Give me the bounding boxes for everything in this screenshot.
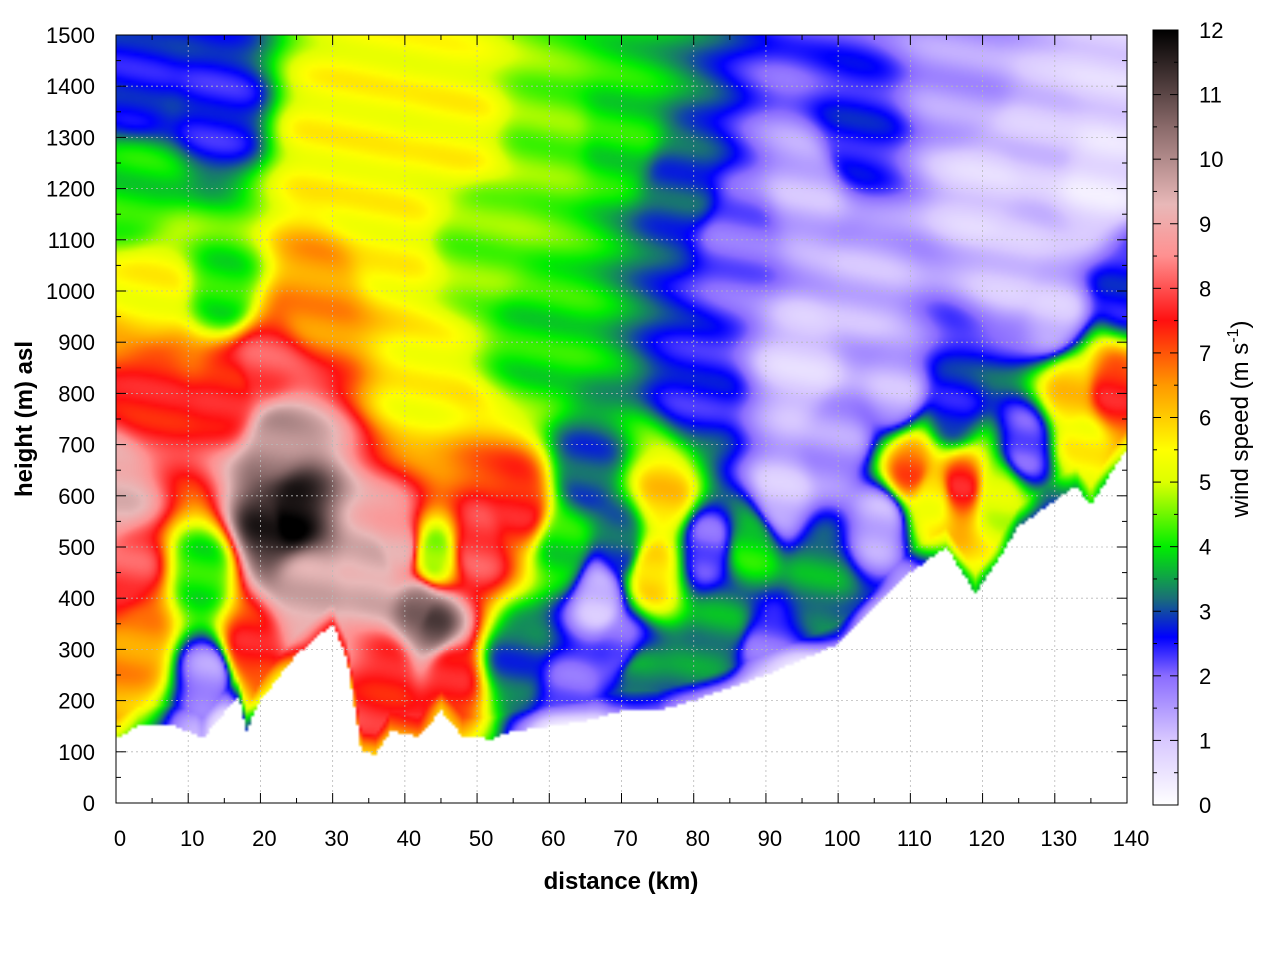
x-tick-label: 50 bbox=[469, 826, 493, 851]
colorbar-tick-label: 7 bbox=[1199, 341, 1211, 366]
y-tick-label: 600 bbox=[58, 484, 95, 509]
y-tick-label: 200 bbox=[58, 689, 95, 714]
colorbar-tick-label: 6 bbox=[1199, 406, 1211, 431]
y-tick-label: 1500 bbox=[46, 23, 95, 48]
y-tick-label: 0 bbox=[83, 791, 95, 816]
y-tick-label: 700 bbox=[58, 433, 95, 458]
y-axis-title: height (m) asl bbox=[11, 341, 38, 497]
plot-area: 0 10 20 30 40 50 60 70 80 90 100 110 120 130 140 0 100 2… bbox=[46, 23, 1149, 851]
x-tick-label: 70 bbox=[613, 826, 637, 851]
y-tick-label: 1200 bbox=[46, 177, 95, 202]
x-tick-label: 130 bbox=[1040, 826, 1077, 851]
colorbar-tick-label: 10 bbox=[1199, 147, 1223, 172]
x-tick-label: 0 bbox=[114, 826, 126, 851]
colorbar-tick-label: 1 bbox=[1199, 728, 1211, 753]
y-tick-label: 1100 bbox=[48, 228, 95, 253]
y-tick-label: 800 bbox=[58, 381, 95, 406]
x-axis-title: distance (km) bbox=[544, 868, 699, 895]
y-axis-ticks: 0 100 200 300 400 500 600 700 800 900 1000 1100 1200… bbox=[46, 23, 1127, 816]
grid-lines bbox=[116, 35, 1127, 803]
x-tick-label: 30 bbox=[324, 826, 348, 851]
colorbar-tick-label: 12 bbox=[1199, 18, 1223, 43]
x-tick-label: 60 bbox=[541, 826, 565, 851]
colorbar-tick-label: 5 bbox=[1199, 470, 1211, 495]
y-tick-label: 500 bbox=[58, 535, 95, 560]
colorbar-tick-label: 4 bbox=[1199, 535, 1211, 560]
x-tick-label: 120 bbox=[968, 826, 1005, 851]
y-tick-label: 100 bbox=[58, 740, 95, 765]
colorbar-tick-label: 8 bbox=[1199, 276, 1211, 301]
y-tick-label: 300 bbox=[58, 637, 95, 662]
colorbar-tick-label: 0 bbox=[1199, 793, 1211, 818]
y-tick-label: 400 bbox=[58, 586, 95, 611]
x-tick-label: 100 bbox=[824, 826, 861, 851]
colorbar-tick-label: 11 bbox=[1199, 83, 1222, 108]
x-tick-label: 80 bbox=[685, 826, 709, 851]
x-tick-label: 10 bbox=[180, 826, 204, 851]
colorbar-tick-label: 9 bbox=[1199, 212, 1211, 237]
colorbar-tick-label: 3 bbox=[1199, 599, 1211, 624]
x-tick-label: 20 bbox=[252, 826, 276, 851]
y-tick-label: 1300 bbox=[46, 125, 95, 150]
x-tick-label: 110 bbox=[897, 826, 932, 851]
colorbar-title: wind speed (m s-1) bbox=[1225, 321, 1254, 519]
y-tick-label: 900 bbox=[58, 330, 95, 355]
x-axis-ticks: 0 10 20 30 40 50 60 70 80 90 100 110 120 130 140 bbox=[114, 35, 1149, 851]
x-tick-label: 90 bbox=[758, 826, 782, 851]
x-tick-label: 40 bbox=[397, 826, 421, 851]
colorbar-tick-label: 2 bbox=[1199, 664, 1211, 689]
y-tick-label: 1400 bbox=[46, 74, 95, 99]
y-tick-label: 1000 bbox=[46, 279, 95, 304]
x-tick-label: 140 bbox=[1113, 826, 1150, 851]
